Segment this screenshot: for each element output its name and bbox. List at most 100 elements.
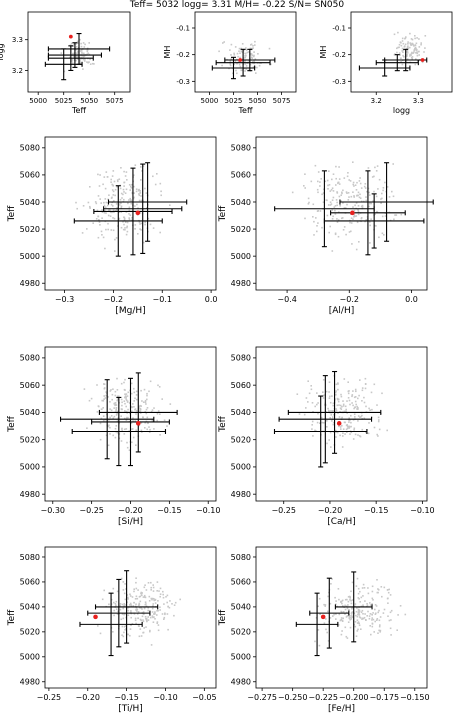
cloud-point [367, 610, 369, 613]
y-tick-label: 5060 [20, 578, 40, 587]
cloud-point [127, 614, 130, 616]
cloud-point [332, 615, 334, 617]
cloud-point [403, 56, 405, 58]
cloud-point [351, 402, 353, 404]
cloud-point [345, 191, 348, 193]
cloud-point [353, 185, 355, 187]
y-tick-label: -0.3 [176, 78, 190, 86]
cloud-point [150, 410, 153, 413]
cloud-point [254, 40, 256, 43]
cloud-point [377, 420, 380, 423]
cloud-point [330, 410, 332, 412]
cloud-point [131, 219, 133, 221]
cloud-point [329, 602, 332, 605]
cloud-point [126, 395, 129, 397]
cloud-point [316, 230, 318, 233]
cloud-point [104, 206, 107, 208]
cloud-point [134, 228, 136, 230]
cloud-point [371, 590, 374, 593]
cloud-point [134, 605, 137, 608]
cloud-point [366, 615, 368, 617]
cloud-point [173, 614, 175, 617]
cloud-point [109, 433, 111, 435]
cloud-point [346, 192, 348, 194]
cloud-point [124, 625, 127, 627]
cloud-point [125, 419, 128, 421]
cloud-point [363, 401, 366, 404]
cloud-point [332, 421, 335, 424]
cloud-point [382, 612, 385, 614]
cloud-point [331, 395, 333, 397]
cloud-point [378, 619, 381, 622]
cloud-point [379, 629, 382, 632]
cloud-point [115, 608, 118, 610]
cloud-point [340, 610, 342, 613]
cloud-point [107, 214, 110, 217]
cloud-point [336, 201, 338, 204]
cloud-point [343, 207, 346, 209]
cloud-point [118, 178, 121, 180]
cloud-point [409, 42, 411, 44]
cloud-point [149, 380, 152, 383]
subplot-7: −0.25 −0.20 −0.15 −0.1049805000502050405060… [218, 346, 435, 527]
cloud-point [379, 624, 381, 626]
cloud-point [327, 188, 329, 190]
cloud-point [337, 400, 340, 403]
cloud-point [410, 38, 413, 40]
cloud-point [230, 58, 233, 60]
cloud-point [137, 189, 140, 192]
cloud-point [387, 602, 389, 604]
cloud-point [310, 388, 313, 391]
cloud-point [350, 602, 353, 605]
cloud-point [352, 191, 354, 193]
cloud-point [378, 178, 381, 181]
cloud-point [409, 55, 411, 57]
cloud-point [351, 615, 354, 617]
cloud-point [102, 415, 105, 417]
cloud-point [146, 394, 148, 397]
cloud-point [361, 387, 364, 389]
x-tick-label: −0.20 [118, 506, 143, 515]
cloud-point [376, 165, 379, 167]
cloud-point [334, 596, 336, 599]
cloud-point [335, 199, 338, 201]
cloud-point [104, 397, 107, 399]
error-bar-2 [93, 167, 173, 256]
cloud-point [370, 202, 372, 205]
cloud-point [114, 210, 117, 212]
cloud-point [367, 592, 370, 595]
cloud-point [124, 629, 126, 631]
cloud-point [358, 609, 361, 612]
cloud-point [100, 230, 103, 233]
cloud-point [69, 56, 71, 59]
cloud-point [317, 412, 319, 415]
cloud-point [359, 601, 361, 603]
cloud-point [146, 392, 148, 395]
cloud-point [125, 405, 127, 408]
cloud-point [325, 628, 327, 631]
cloud-point [129, 593, 131, 596]
cloud-point [348, 426, 351, 428]
cloud-point [157, 384, 159, 387]
axes-frame [255, 346, 428, 502]
cloud-point [131, 410, 133, 413]
cloud-point [103, 204, 106, 207]
axes-frame [27, 11, 131, 93]
cloud-point [173, 604, 176, 606]
y-axis-label: Teff [7, 415, 17, 433]
cloud-point [378, 629, 380, 632]
cloud-point [163, 618, 165, 620]
cloud-point [134, 224, 137, 226]
cloud-point [371, 408, 373, 411]
y-tick-label: 5020 [231, 435, 251, 444]
cloud-point [75, 46, 78, 48]
cloud-point [316, 225, 318, 227]
cloud-point [128, 449, 131, 451]
cloud-point [371, 619, 373, 621]
cloud-point [81, 51, 83, 53]
cloud-point [232, 72, 234, 75]
cloud-point [127, 598, 129, 600]
error-bar-2 [309, 577, 350, 649]
cloud-point [125, 588, 127, 590]
cloud-point [119, 608, 122, 611]
